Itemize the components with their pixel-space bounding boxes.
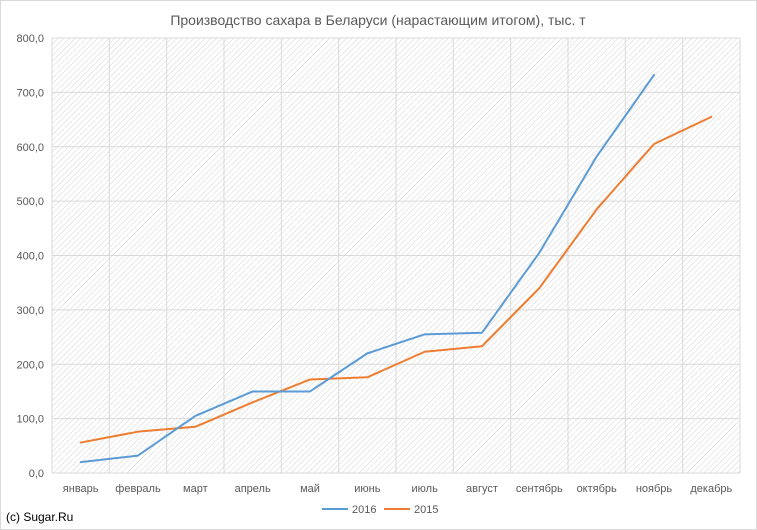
y-tick-label: 100,0 <box>16 414 44 426</box>
y-tick-label: 500,0 <box>16 196 44 208</box>
x-tick-label: май <box>300 483 320 495</box>
y-tick-label: 700,0 <box>16 87 44 99</box>
y-tick-label: 800,0 <box>16 33 44 45</box>
series-lines <box>79 73 713 464</box>
x-tick-label: сентябрь <box>516 483 563 495</box>
legend: 2016 2015 <box>322 504 438 516</box>
legend-label-2016: 2016 <box>352 504 376 516</box>
x-tick-label: июль <box>412 483 439 495</box>
x-tick-label: февраль <box>115 483 161 495</box>
y-tick-label: 400,0 <box>16 251 44 263</box>
x-tick-label: октябрь <box>577 483 617 495</box>
y-tick-label: 200,0 <box>16 359 44 371</box>
chart-title: Производство сахара в Беларуси (нарастаю… <box>170 12 586 28</box>
x-axis-ticks: январь февраль март апрель май июнь июль август… <box>63 483 733 495</box>
y-axis-ticks: 0,0 100,0 200,0 300,0 400,0 500,0 600,0 700,0 80… <box>16 33 44 480</box>
series-line-2015 <box>79 115 713 444</box>
x-tick-label: апрель <box>235 483 271 495</box>
x-tick-label: март <box>183 483 208 495</box>
y-tick-label: 300,0 <box>16 305 44 317</box>
copyright-text: (c) Sugar.Ru <box>6 510 74 524</box>
x-tick-label: декабрь <box>690 483 732 495</box>
y-tick-label: 600,0 <box>16 142 44 154</box>
y-tick-label: 0,0 <box>29 468 44 480</box>
x-tick-label: август <box>466 483 498 495</box>
legend-label-2015: 2015 <box>414 504 438 516</box>
gridlines <box>51 37 741 474</box>
series-line-2016 <box>79 73 655 464</box>
x-tick-label: ноябрь <box>636 483 673 495</box>
x-tick-label: январь <box>63 483 99 495</box>
x-tick-label: июнь <box>354 483 380 495</box>
